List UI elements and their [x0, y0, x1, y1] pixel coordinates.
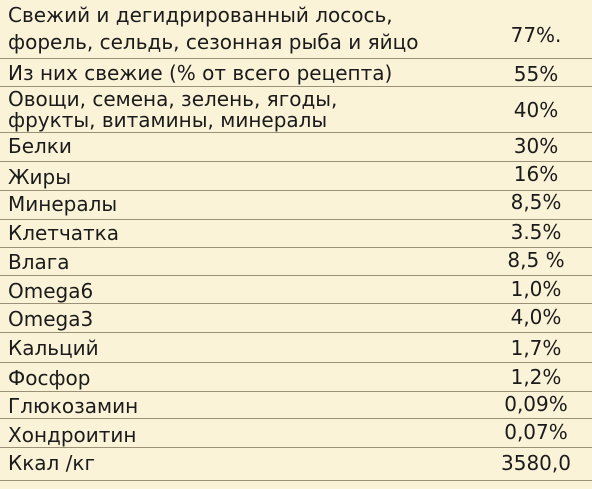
row-label-minerals: Минералы	[8, 192, 118, 216]
row-divider	[0, 86, 592, 87]
row-value-glucosamine: 0,09%	[504, 392, 568, 416]
row-label-kcal: Ккал /кг	[8, 451, 96, 475]
row-label-phosphorus: Фосфор	[8, 366, 91, 390]
row-label-vegetables-line2: фрукты, витамины, минералы	[8, 108, 328, 132]
row-divider	[0, 275, 592, 276]
row-divider	[0, 303, 592, 304]
row-divider	[0, 480, 592, 481]
row-divider	[0, 447, 592, 448]
row-value-calcium: 1,7%	[510, 336, 562, 360]
row-label-vegetables-line1: Овощи, семена, зелень, ягоды,	[8, 87, 338, 111]
row-value-fat: 16%	[513, 162, 559, 186]
row-divider	[0, 161, 592, 162]
row-divider	[0, 391, 592, 392]
row-label-protein: Белки	[8, 134, 72, 158]
row-divider	[0, 418, 592, 419]
row-label-chondroitin: Хондроитин	[8, 423, 137, 447]
row-value-ingredients: 77%.	[510, 23, 562, 47]
row-divider	[0, 247, 592, 248]
row-value-chondroitin: 0,07%	[504, 420, 568, 444]
row-value-kcal: 3580,0	[501, 451, 571, 475]
row-label-ingredients-line2: форель, сельдь, сезонная рыба и яйцо	[8, 30, 419, 54]
row-label-fresh-share: Из них свежие (% от всего рецепта)	[8, 61, 393, 85]
row-divider	[0, 362, 592, 363]
row-label-glucosamine: Глюкозамин	[8, 394, 139, 418]
row-value-moisture: 8,5 %	[507, 248, 565, 272]
row-label-omega3: Omega3	[8, 307, 94, 331]
row-label-fat: Жиры	[8, 165, 72, 189]
row-label-ingredients-line1: Свежий и дегидрированный лосось,	[8, 3, 393, 27]
row-value-omega6: 1,0%	[510, 277, 562, 301]
row-label-fiber: Клетчатка	[8, 221, 119, 245]
row-divider	[0, 190, 592, 191]
row-divider	[0, 58, 592, 59]
row-label-moisture: Влага	[8, 250, 70, 274]
row-divider	[0, 219, 592, 220]
row-value-omega3: 4,0%	[510, 305, 562, 329]
row-divider	[0, 132, 592, 133]
row-value-minerals: 8,5%	[510, 190, 562, 214]
row-value-protein: 30%	[513, 134, 559, 158]
row-label-calcium: Кальций	[8, 336, 99, 360]
row-value-fresh-share: 55%	[513, 62, 559, 86]
row-value-vegetables: 40%	[513, 98, 559, 122]
row-value-phosphorus: 1,2%	[510, 365, 562, 389]
row-value-fiber: 3.5%	[510, 220, 562, 244]
row-label-omega6: Omega6	[8, 279, 94, 303]
row-divider	[0, 332, 592, 333]
